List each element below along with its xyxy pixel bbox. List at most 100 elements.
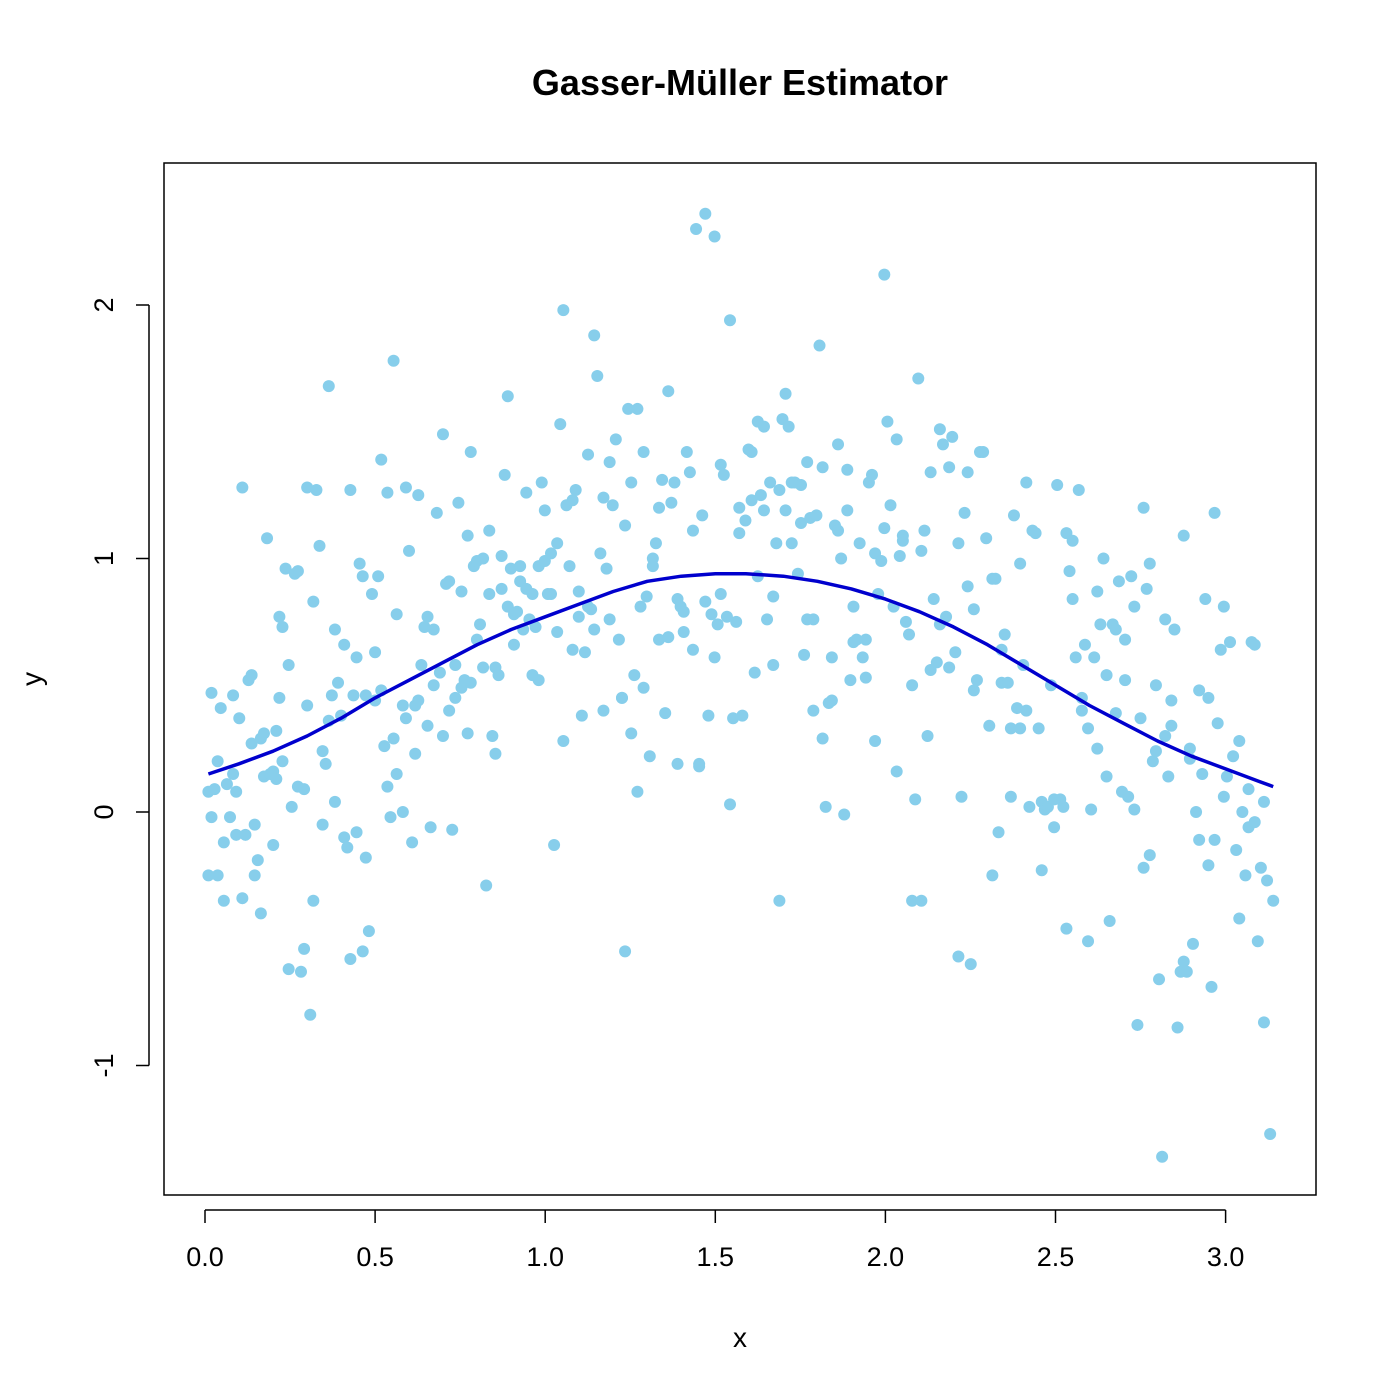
data-point [946, 430, 959, 443]
data-point [1239, 869, 1252, 882]
data-point [1208, 506, 1221, 519]
data-point [483, 587, 496, 600]
data-point [717, 468, 730, 481]
data-point [464, 676, 477, 689]
y-tick-label: -1 [89, 1053, 119, 1077]
data-point [1119, 633, 1132, 646]
data-point [1177, 955, 1190, 968]
data-point [1214, 643, 1227, 656]
data-point [239, 828, 252, 841]
data-point [1004, 722, 1017, 735]
data-point [980, 532, 993, 545]
data-point [1048, 821, 1061, 834]
data-point [489, 747, 502, 760]
data-point [631, 402, 644, 415]
data-point [227, 767, 240, 780]
data-point [798, 648, 811, 661]
data-point [270, 724, 283, 737]
data-point [511, 605, 524, 618]
data-point [653, 633, 666, 646]
data-point [619, 945, 632, 958]
data-point [291, 565, 304, 578]
data-point [526, 587, 539, 600]
data-point [498, 468, 511, 481]
data-point [683, 466, 696, 479]
data-point [1007, 509, 1020, 522]
data-point [396, 806, 409, 818]
data-point [1267, 894, 1280, 907]
data-point [992, 826, 1005, 839]
data-point [1224, 636, 1237, 649]
data-point [254, 907, 267, 920]
data-point [557, 304, 570, 317]
data-point [841, 504, 854, 517]
data-point [301, 699, 314, 712]
data-point [276, 755, 289, 768]
data-point [387, 732, 400, 745]
data-point [443, 704, 456, 717]
data-point [1078, 638, 1091, 651]
data-point [1125, 570, 1138, 583]
data-point [427, 679, 440, 692]
data-point [795, 517, 808, 530]
data-point [767, 658, 780, 671]
data-point [566, 494, 579, 507]
data-point [1156, 1150, 1169, 1163]
data-point [816, 732, 829, 745]
data-point [1029, 527, 1042, 540]
data-point [1254, 861, 1267, 874]
data-point [350, 826, 363, 839]
data-point [1143, 557, 1156, 570]
data-point [461, 727, 474, 740]
data-point [967, 684, 980, 697]
data-point [708, 230, 721, 243]
data-point [1202, 691, 1215, 704]
data-point [1082, 935, 1095, 948]
data-point [433, 666, 446, 679]
data-point [1211, 717, 1224, 730]
data-point [427, 623, 440, 636]
data-point [217, 894, 230, 907]
data-point [634, 600, 647, 613]
data-point [816, 461, 829, 474]
data-point [653, 501, 666, 514]
data-point [628, 669, 641, 682]
y-axis: -1 0 1 2 [89, 297, 150, 1078]
data-point [1227, 750, 1240, 763]
data-point [1183, 742, 1196, 755]
data-point [779, 387, 792, 400]
x-axis-label: x [733, 1322, 747, 1353]
data-point [958, 506, 971, 519]
data-point [619, 519, 632, 532]
data-point [344, 484, 357, 497]
data-point [304, 1008, 317, 1021]
data-point [313, 539, 326, 552]
data-point [930, 656, 943, 669]
data-point [501, 390, 514, 403]
data-point [538, 504, 551, 517]
data-point [294, 965, 307, 978]
data-point [603, 613, 616, 626]
data-point [767, 590, 780, 603]
data-point [952, 537, 965, 550]
data-point [1196, 767, 1209, 780]
data-point [224, 811, 237, 824]
data-point [1261, 874, 1274, 887]
y-axis-label: y [16, 672, 47, 686]
data-point [532, 674, 545, 687]
data-point [1100, 669, 1113, 682]
data-point [282, 658, 295, 671]
x-tick-label: 1.5 [697, 1242, 735, 1272]
data-point [362, 925, 375, 938]
data-point [736, 709, 749, 722]
data-point [1193, 684, 1206, 697]
data-point [1119, 674, 1132, 687]
data-point [810, 509, 823, 522]
estimator-line [207, 571, 1274, 789]
data-point [686, 643, 699, 656]
data-point [671, 757, 684, 770]
data-point [421, 610, 434, 623]
data-point [347, 689, 360, 702]
data-point [785, 537, 798, 550]
